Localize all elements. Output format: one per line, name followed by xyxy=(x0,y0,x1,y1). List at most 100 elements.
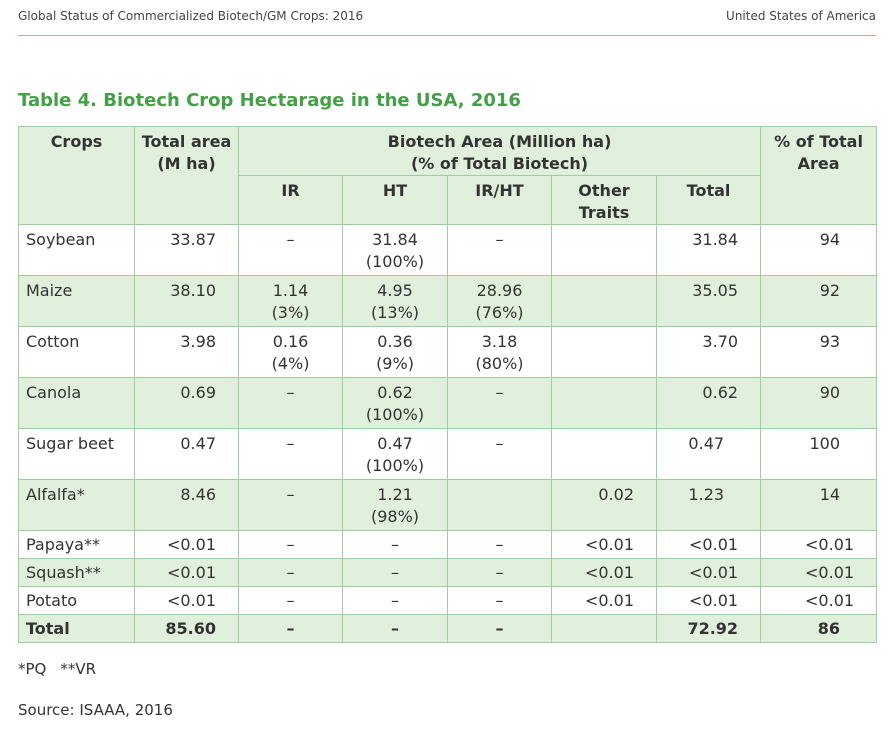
irht-value: – xyxy=(447,224,552,276)
col-header-total-area: Total area (M ha) xyxy=(134,126,239,225)
header-row-2: IR HT IR/HT Other Traits Total xyxy=(19,175,877,225)
table-row: Cotton 3.98 0.16 (4%) 0.36 (9%) 3.18 (80%) … xyxy=(18,326,878,378)
crop-name: Cotton xyxy=(18,326,135,378)
total-area: 85.60 xyxy=(134,614,239,643)
irht-value: – xyxy=(447,614,552,643)
col-header-total: Total xyxy=(655,175,762,225)
crop-name: Squash** xyxy=(18,558,135,587)
biotech-total: 72.92 xyxy=(655,614,762,643)
other-value: <0.01 xyxy=(551,558,657,587)
biotech-total: <0.01 xyxy=(655,530,762,559)
pct-total-area: 100 xyxy=(760,428,878,480)
total-area: 38.10 xyxy=(134,275,239,327)
pct-total-area: 14 xyxy=(760,479,878,531)
other-value: <0.01 xyxy=(551,586,657,615)
table-row: Alfalfa* 8.46 – 1.21 (98%) 0.02 1.23 14 xyxy=(18,479,878,531)
other-value xyxy=(551,377,657,429)
ht-value: 1.21 (98%) xyxy=(342,479,448,531)
ht-value: 31.84 (100%) xyxy=(342,224,448,276)
other-value xyxy=(551,614,657,643)
ht-value: 0.47 (100%) xyxy=(342,428,448,480)
header-row-1: Crops Total area (M ha) Biotech Area (Mil… xyxy=(18,126,878,225)
total-area: 0.47 xyxy=(134,428,239,480)
biotech-total: <0.01 xyxy=(655,586,762,615)
other-value: 0.02 xyxy=(551,479,657,531)
biotech-total: <0.01 xyxy=(655,558,762,587)
irht-value: – xyxy=(447,586,552,615)
crop-name: Soybean xyxy=(18,224,135,276)
ir-value: – xyxy=(238,530,343,559)
footnotes: *PQ **VR xyxy=(18,660,96,678)
total-area: 0.69 xyxy=(134,377,239,429)
col-header-biotech-area: Biotech Area (Million ha) (% of Total Bio… xyxy=(237,126,762,176)
biotech-total: 31.84 xyxy=(655,224,762,276)
header-divider xyxy=(18,35,876,36)
ht-value: 4.95 (13%) xyxy=(342,275,448,327)
biotech-total: 35.05 xyxy=(655,275,762,327)
ir-value: – xyxy=(238,224,343,276)
other-value xyxy=(551,326,657,378)
pct-total-area: <0.01 xyxy=(760,558,878,587)
hectarage-table: Crops Total area (M ha) Biotech Area (Mil… xyxy=(18,126,878,643)
report-title: Global Status of Commercialized Biotech/… xyxy=(18,9,364,23)
crop-name: Canola xyxy=(18,377,135,429)
total-area: 3.98 xyxy=(134,326,239,378)
pct-total-area: 93 xyxy=(760,326,878,378)
footnote-pq: *PQ xyxy=(18,660,47,678)
ht-value: 0.36 (9%) xyxy=(342,326,448,378)
irht-value: – xyxy=(447,377,552,429)
footnote-vr: **VR xyxy=(60,660,97,678)
crop-name: Alfalfa* xyxy=(18,479,135,531)
biotech-total: 1.23 xyxy=(655,479,762,531)
col-header-ht: HT xyxy=(342,175,448,225)
irht-value: – xyxy=(447,530,552,559)
page-header: Global Status of Commercialized Biotech/… xyxy=(18,9,876,25)
irht-value xyxy=(447,479,552,531)
table-row: Sugar beet 0.47 – 0.47 (100%) – 0.47 100 xyxy=(18,428,878,480)
other-value xyxy=(551,224,657,276)
other-value xyxy=(551,428,657,480)
irht-value: – xyxy=(447,428,552,480)
col-header-crops: Crops xyxy=(18,126,135,225)
ir-value: – xyxy=(238,377,343,429)
irht-value: – xyxy=(447,558,552,587)
ht-value: – xyxy=(342,586,448,615)
table-row: Potato <0.01 – – – <0.01 <0.01 <0.01 xyxy=(18,586,878,615)
biotech-total: 3.70 xyxy=(655,326,762,378)
ht-value: 0.62 (100%) xyxy=(342,377,448,429)
total-label: Total xyxy=(18,614,135,643)
irht-value: 28.96 (76%) xyxy=(447,275,552,327)
pct-total-area: 90 xyxy=(760,377,878,429)
source-note: Source: ISAAA, 2016 xyxy=(18,701,173,719)
total-area: 33.87 xyxy=(134,224,239,276)
total-area: <0.01 xyxy=(134,558,239,587)
table-row: Squash** <0.01 – – – <0.01 <0.01 <0.01 xyxy=(18,558,878,587)
biotech-total: 0.62 xyxy=(655,377,762,429)
country-label: United States of America xyxy=(726,9,876,23)
ir-value: – xyxy=(238,558,343,587)
col-header-ir: IR xyxy=(238,175,343,225)
pct-total-area: 86 xyxy=(760,614,878,643)
total-row: Total 85.60 – – – 72.92 86 xyxy=(18,614,878,643)
total-area: 8.46 xyxy=(134,479,239,531)
irht-value: 3.18 (80%) xyxy=(447,326,552,378)
crop-name: Potato xyxy=(18,586,135,615)
other-value: <0.01 xyxy=(551,530,657,559)
ir-value: – xyxy=(238,428,343,480)
col-header-other-traits: Other Traits xyxy=(551,175,657,225)
table-row: Papaya** <0.01 – – – <0.01 <0.01 <0.01 xyxy=(18,530,878,559)
ir-value: – xyxy=(238,614,343,643)
ir-value: – xyxy=(238,479,343,531)
crop-name: Sugar beet xyxy=(18,428,135,480)
other-value xyxy=(551,275,657,327)
ht-value: – xyxy=(342,558,448,587)
ir-value: – xyxy=(238,586,343,615)
table-row: Maize 38.10 1.14 (3%) 4.95 (13%) 28.96 (76%… xyxy=(18,275,878,327)
ht-value: – xyxy=(342,530,448,559)
pct-total-area: <0.01 xyxy=(760,586,878,615)
pct-total-area: <0.01 xyxy=(760,530,878,559)
total-area: <0.01 xyxy=(134,530,239,559)
ir-value: 0.16 (4%) xyxy=(238,326,343,378)
pct-total-area: 94 xyxy=(760,224,878,276)
total-area: <0.01 xyxy=(134,586,239,615)
